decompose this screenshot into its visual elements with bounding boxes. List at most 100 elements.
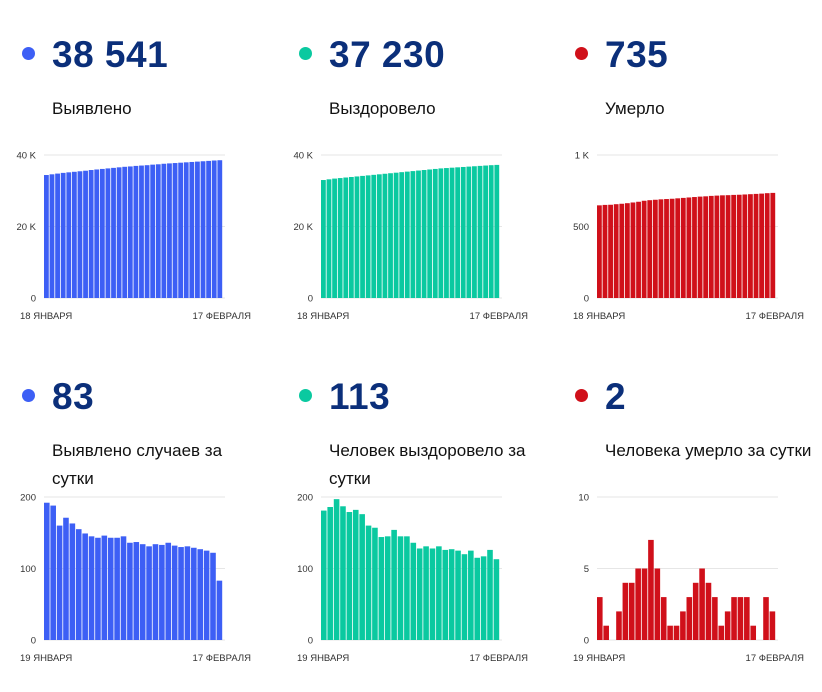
bar bbox=[630, 202, 636, 298]
recovered-daily-dot-icon bbox=[299, 389, 312, 402]
bar bbox=[708, 195, 714, 298]
deaths-daily-dot-icon bbox=[575, 389, 588, 402]
bar bbox=[337, 178, 343, 298]
bar bbox=[111, 167, 116, 298]
bar bbox=[183, 162, 189, 298]
bar bbox=[55, 173, 60, 298]
bar bbox=[393, 172, 399, 298]
bar bbox=[731, 597, 737, 640]
x-end-label: 17 ФЕВРАЛЯ bbox=[746, 311, 805, 322]
bar bbox=[391, 529, 397, 640]
detected-daily-label: Выявлено случаев за сутки bbox=[52, 441, 223, 488]
y-tick-label: 200 bbox=[297, 493, 313, 504]
y-tick-label: 20 K bbox=[16, 222, 36, 233]
y-tick-label: 0 bbox=[308, 636, 313, 647]
bar bbox=[658, 199, 664, 298]
bar bbox=[365, 525, 372, 640]
bar bbox=[667, 625, 673, 640]
bar bbox=[675, 198, 681, 298]
bar bbox=[769, 611, 776, 640]
panel-deaths-daily: 2 Человека умерло за сутки 0 5 10 19 ЯНВАРЯ… bbox=[555, 342, 815, 672]
bar bbox=[705, 582, 712, 640]
bar bbox=[178, 547, 184, 640]
bar bbox=[360, 175, 365, 298]
y-tick-label: 0 bbox=[31, 636, 36, 647]
detected-daily-chart: 0 100 200 19 ЯНВАРЯ 17 ФЕВРАЛЯ bbox=[20, 493, 251, 665]
y-tick-label: 500 bbox=[573, 222, 589, 233]
deaths-total-value: 735 bbox=[605, 34, 669, 75]
bar bbox=[703, 196, 709, 298]
bar bbox=[669, 198, 675, 298]
bar bbox=[442, 549, 449, 640]
bar bbox=[348, 176, 354, 298]
bar bbox=[624, 203, 630, 298]
bar bbox=[44, 502, 50, 640]
deaths-daily-value: 2 bbox=[605, 376, 627, 417]
bar bbox=[122, 166, 128, 298]
bar bbox=[75, 529, 82, 640]
bar bbox=[416, 548, 423, 640]
bar bbox=[444, 168, 449, 298]
bar bbox=[660, 597, 667, 640]
bar bbox=[608, 204, 613, 298]
bar bbox=[95, 537, 101, 640]
bar bbox=[480, 556, 487, 640]
bar bbox=[699, 568, 705, 640]
bar bbox=[189, 161, 195, 298]
x-start-label: 18 ЯНВАРЯ bbox=[297, 311, 349, 322]
bar bbox=[697, 196, 703, 298]
bar bbox=[384, 536, 391, 640]
bar bbox=[343, 177, 349, 298]
bar bbox=[597, 205, 602, 298]
deaths-dot-icon bbox=[575, 47, 588, 60]
bar bbox=[487, 549, 493, 640]
y-tick-label: 0 bbox=[31, 294, 36, 305]
bar bbox=[427, 169, 433, 298]
x-start-label: 19 ЯНВАРЯ bbox=[20, 653, 72, 664]
deaths-daily-chart: 0 5 10 19 ЯНВАРЯ 17 ФЕВРАЛЯ bbox=[573, 493, 804, 665]
bar bbox=[378, 537, 385, 640]
bar bbox=[759, 193, 765, 298]
recovered-total-chart: 0 20 K 40 K 18 ЯНВАРЯ 17 ФЕВРАЛЯ bbox=[293, 151, 528, 323]
bar bbox=[376, 174, 382, 298]
bar bbox=[468, 550, 474, 641]
bar bbox=[388, 173, 393, 298]
bar bbox=[404, 536, 410, 640]
bar bbox=[641, 568, 648, 640]
x-start-label: 18 ЯНВАРЯ bbox=[20, 311, 72, 322]
bar bbox=[321, 180, 326, 298]
bar bbox=[748, 194, 753, 298]
panel-recovered-daily: 113 Человек выздоровело за сутки 0 100 200… bbox=[279, 342, 539, 672]
bar bbox=[460, 166, 466, 298]
bar bbox=[692, 197, 697, 298]
bar bbox=[195, 161, 200, 298]
bar bbox=[493, 559, 500, 640]
bar bbox=[725, 195, 731, 298]
y-tick-label: 5 bbox=[584, 564, 589, 575]
bar bbox=[647, 200, 653, 298]
bar bbox=[165, 542, 172, 640]
bar bbox=[146, 546, 152, 640]
bar bbox=[488, 165, 494, 298]
bar bbox=[333, 499, 340, 640]
bar bbox=[461, 554, 468, 640]
y-tick-label: 0 bbox=[308, 294, 313, 305]
bar bbox=[133, 542, 140, 640]
bar bbox=[474, 557, 481, 640]
bar bbox=[139, 544, 146, 640]
y-tick-label: 20 K bbox=[293, 222, 313, 233]
y-tick-label: 40 K bbox=[16, 151, 36, 162]
bar bbox=[616, 611, 622, 640]
detected-total-label: Выявлено bbox=[52, 99, 132, 118]
bar bbox=[116, 167, 122, 298]
bar bbox=[483, 165, 489, 298]
bar bbox=[477, 165, 483, 298]
bar bbox=[654, 568, 661, 640]
bar bbox=[49, 174, 55, 298]
panel-deaths-total: 735 Умерло 0 500 1 K 18 ЯНВАРЯ 17 ФЕВРАЛЯ bbox=[555, 0, 815, 330]
bar bbox=[494, 164, 500, 298]
panel-detected-daily: 83 Выявлено случаев за сутки 0 100 200 19 Я… bbox=[2, 342, 262, 672]
bar bbox=[680, 197, 686, 298]
bar bbox=[326, 179, 332, 298]
bar bbox=[161, 163, 167, 298]
